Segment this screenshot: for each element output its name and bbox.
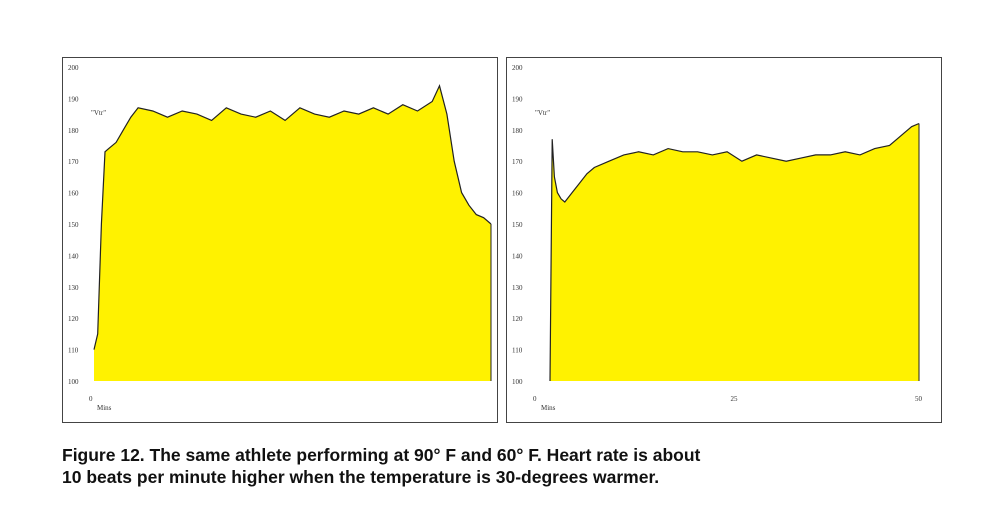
y-tick-label: 110 xyxy=(68,347,79,355)
series-label: "Vtr" xyxy=(91,109,106,117)
chart-60f: 200 190 180 170 160 150 140 130 120 110 100 0 25 50 Mi… xyxy=(506,57,942,423)
chart-90f: 200 190 180 170 160 150 140 130 120 110 100 0 Mins "V… xyxy=(62,57,498,423)
y-tick-label: 110 xyxy=(512,347,523,355)
y-tick-label: 100 xyxy=(68,378,79,386)
y-tick-label: 190 xyxy=(68,95,79,103)
caption-line-2: 10 beats per minute higher when the temp… xyxy=(62,467,660,487)
figure-caption: Figure 12. The same athlete performing a… xyxy=(62,444,962,488)
x-axis-label: Mins xyxy=(541,404,556,412)
x-axis-label: Mins xyxy=(97,404,112,412)
y-tick-label: 120 xyxy=(68,315,79,323)
series-line xyxy=(93,84,492,350)
chart-svg-60f: 200 190 180 170 160 150 140 130 120 110 100 0 25 50 Mi… xyxy=(512,64,923,412)
y-tick-label: 150 xyxy=(512,221,523,229)
area-fill xyxy=(550,123,919,381)
series-label: "Vtr" xyxy=(535,109,550,117)
y-tick-label: 160 xyxy=(512,190,523,198)
y-tick-label: 180 xyxy=(512,127,523,135)
y-tick-label: 170 xyxy=(68,158,79,166)
x-tick-label: 0 xyxy=(533,395,537,403)
caption-line-1: Figure 12. The same athlete performing a… xyxy=(62,445,701,465)
y-tick-label: 170 xyxy=(512,158,523,166)
chart-svg-90f: 200 190 180 170 160 150 140 130 120 110 100 0 Mins "V… xyxy=(68,64,492,412)
y-tick-label: 200 xyxy=(68,64,79,72)
series-line xyxy=(549,122,920,382)
y-tick-label: 120 xyxy=(512,315,523,323)
y-tick-label: 160 xyxy=(68,190,79,198)
x-tick-label: 50 xyxy=(915,395,923,403)
y-tick-label: 100 xyxy=(512,378,523,386)
y-tick-label: 130 xyxy=(68,284,79,292)
y-tick-label: 130 xyxy=(512,284,523,292)
area-fill xyxy=(94,85,491,382)
y-tick-label: 140 xyxy=(68,252,79,260)
y-tick-label: 190 xyxy=(512,95,523,103)
y-tick-label: 150 xyxy=(68,221,79,229)
y-tick-label: 200 xyxy=(512,64,523,72)
y-tick-label: 180 xyxy=(68,127,79,135)
x-tick-label: 0 xyxy=(89,395,93,403)
y-tick-label: 140 xyxy=(512,252,523,260)
x-tick-label: 25 xyxy=(731,395,739,403)
